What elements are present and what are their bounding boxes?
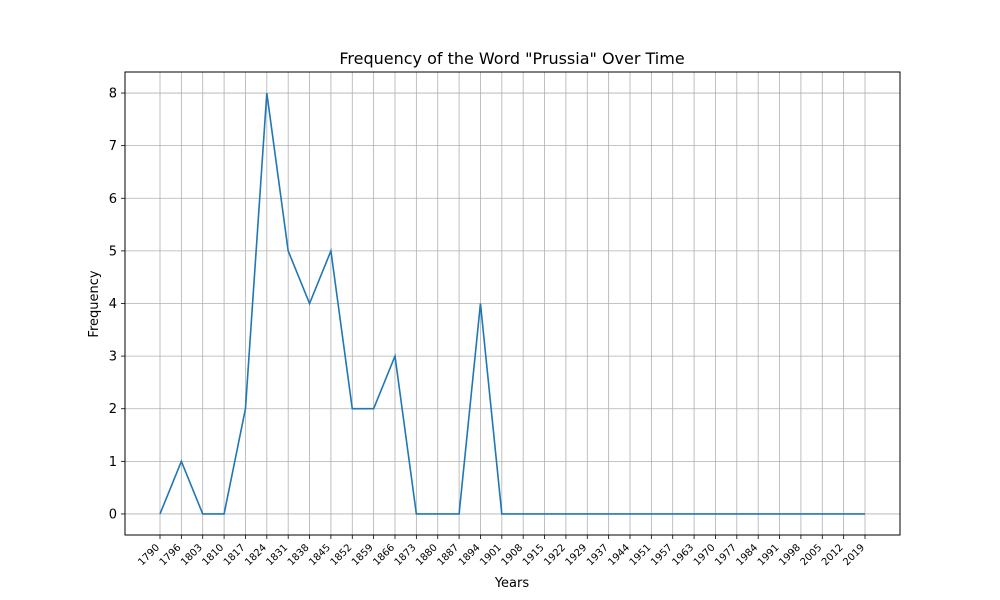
y-tick-label: 1	[109, 455, 117, 470]
series-line	[159, 92, 865, 515]
y-axis: 0 1 2 3 4 5 6 7 8	[109, 87, 125, 522]
chart-title: Frequency of the Word "Prussia" Over Tim…	[339, 49, 684, 68]
y-axis-label: Frequency	[87, 270, 102, 337]
y-tick-label: 0	[109, 507, 117, 522]
y-tick-label: 6	[109, 192, 117, 207]
grid	[125, 72, 900, 535]
x-axis-label: Years	[494, 576, 530, 591]
y-tick-label: 5	[109, 244, 117, 259]
y-tick-label: 4	[109, 297, 117, 312]
y-tick-label: 2	[109, 402, 117, 417]
series-group	[159, 92, 866, 515]
y-tick-label: 3	[109, 350, 117, 365]
y-tick-label: 7	[109, 139, 117, 154]
y-tick-label: 8	[109, 87, 117, 102]
